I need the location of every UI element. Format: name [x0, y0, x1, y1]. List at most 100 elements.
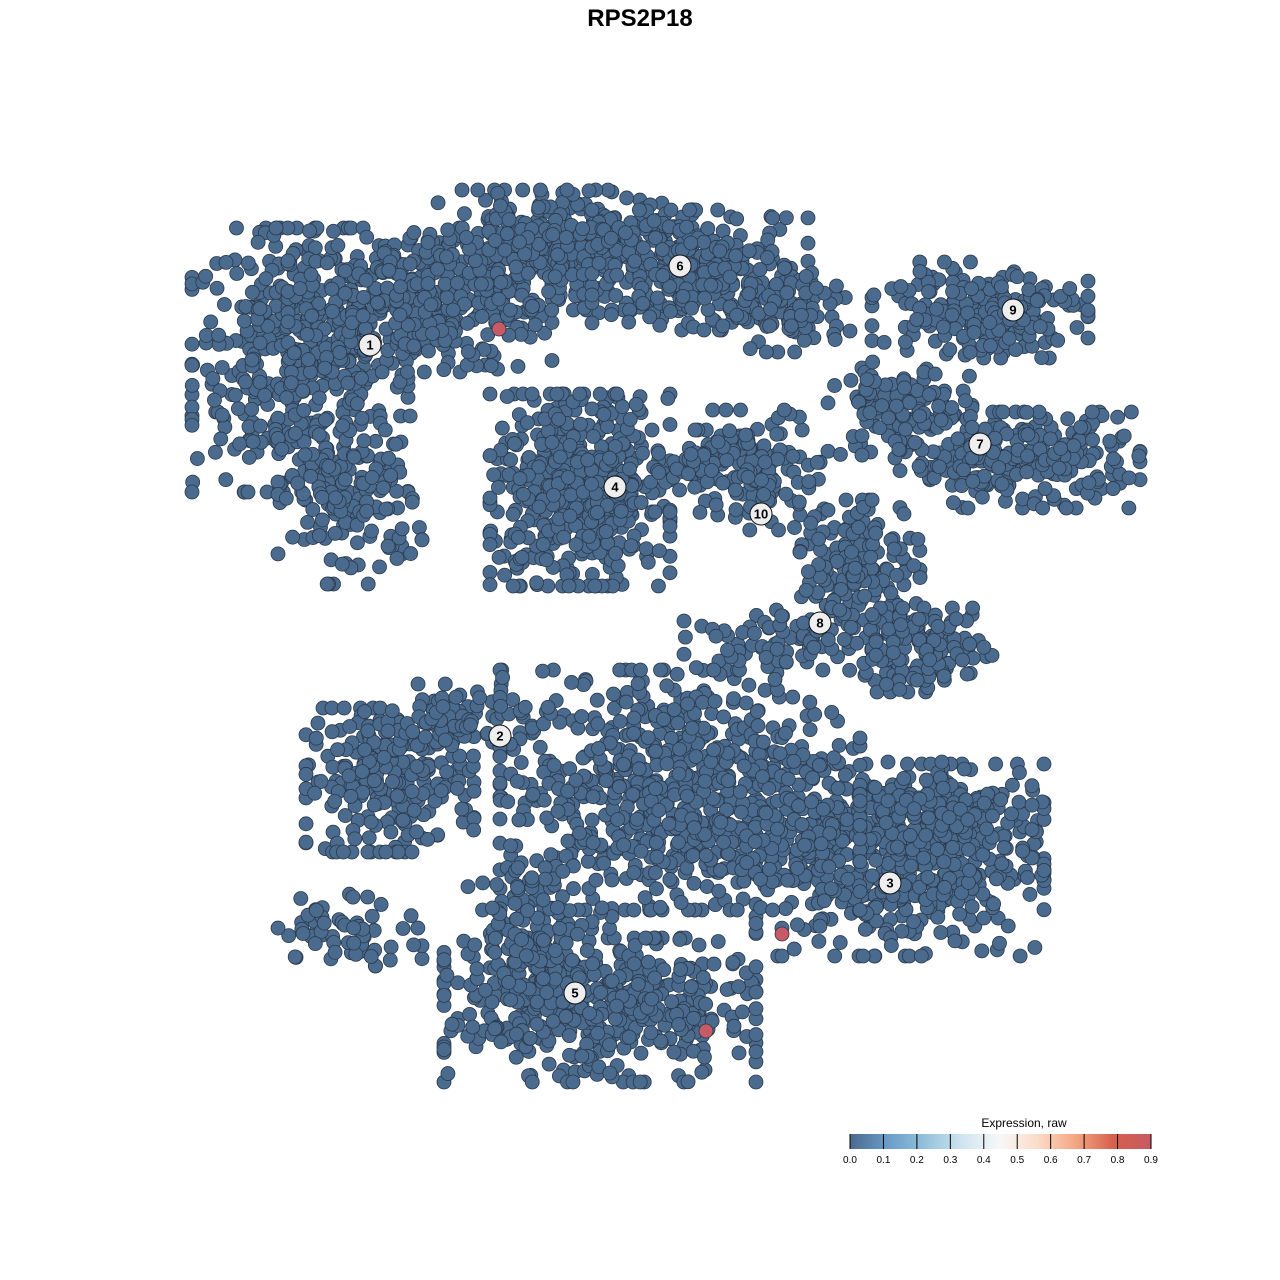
cell-point-cluster-6	[541, 284, 556, 300]
cell-point-cluster-5	[440, 1066, 456, 1081]
cell-point-cluster-5	[287, 949, 303, 965]
cell-point-cluster-4	[560, 470, 576, 485]
cell-point-cluster-6	[547, 269, 563, 285]
cell-point-cluster-1	[244, 352, 260, 368]
cell-point-cluster-1	[402, 408, 418, 424]
cell-point-cluster-3	[509, 773, 525, 789]
cell-point-cluster-1	[305, 502, 321, 517]
cell-point-cluster-3	[686, 820, 702, 836]
cell-point-cluster-3	[1024, 778, 1040, 794]
cell-point-cluster-6	[550, 247, 566, 263]
cell-point-cluster-6	[779, 285, 795, 301]
cell-point-cluster-2	[435, 699, 451, 715]
cell-point-cluster-3	[855, 948, 871, 964]
cell-point-cluster-1	[236, 313, 252, 329]
cell-point-cluster-1	[285, 529, 300, 545]
cell-point-cluster-5	[561, 1028, 577, 1044]
cell-point-cluster-4	[622, 411, 638, 427]
cell-point-cluster-6	[584, 315, 600, 331]
cell-point-cluster-2	[466, 748, 481, 764]
cell-point-cluster-6	[575, 221, 591, 237]
cell-point-cluster-5	[585, 956, 601, 972]
cell-point-cluster-1	[214, 360, 230, 375]
cell-point-cluster-3	[750, 718, 766, 734]
cell-point-cluster-5	[672, 932, 688, 947]
cell-point-cluster-1	[184, 484, 200, 500]
cell-point-cluster-3	[679, 788, 695, 804]
cell-point-cluster-6	[793, 307, 809, 323]
cell-point-cluster-3	[648, 835, 664, 850]
cell-point-cluster-3	[626, 710, 642, 726]
cell-point-cluster-1	[302, 223, 317, 239]
cell-point-cluster-5	[582, 1005, 597, 1021]
cell-point-cluster-7	[843, 372, 859, 388]
cell-point-cluster-2	[376, 750, 392, 765]
cell-point-cluster-5	[518, 948, 534, 964]
cell-point-cluster-4	[573, 416, 588, 432]
cell-point-cluster-3	[812, 918, 828, 934]
cell-point-cluster-1	[302, 364, 318, 380]
cell-point-cluster-1	[300, 514, 315, 530]
cell-point-cluster-5	[604, 973, 620, 989]
cell-point-cluster-3	[837, 767, 853, 783]
cell-point-cluster-1	[337, 472, 353, 487]
cell-point-cluster-5	[683, 979, 699, 995]
cell-point-cluster-3	[598, 773, 614, 789]
cell-point-cluster-3	[631, 761, 647, 777]
cell-point-cluster-3	[697, 773, 713, 789]
cell-point-cluster-3	[994, 856, 1010, 872]
cell-point-cluster-4	[635, 445, 650, 461]
cell-point-cluster-2	[308, 730, 324, 746]
cell-point-cluster-5	[360, 889, 376, 905]
cell-point-cluster-3	[610, 812, 626, 827]
cell-point-cluster-5	[706, 956, 722, 972]
cell-point-cluster-7	[854, 447, 870, 463]
cell-point-cluster-3	[988, 756, 1004, 772]
cell-point-cluster-3	[574, 709, 589, 724]
cell-point-cluster-5	[570, 926, 585, 942]
cell-point-cluster-3	[767, 671, 783, 687]
cell-point-cluster-6	[842, 323, 858, 339]
cell-point-cluster-1	[421, 343, 436, 359]
cell-point-cluster-1	[240, 484, 256, 500]
cell-point-cluster-1	[375, 480, 391, 496]
cell-point-cluster-2	[357, 704, 372, 720]
cell-point-cluster-6	[758, 344, 774, 360]
cell-point-cluster-7	[865, 354, 881, 370]
cell-point-cluster-5	[748, 1027, 764, 1042]
cell-point-cluster-1	[324, 281, 340, 297]
cell-point-cluster-7	[859, 372, 875, 387]
cell-point-cluster-5	[460, 879, 476, 895]
cell-point-cluster-3	[707, 693, 723, 709]
cell-point-cluster-5	[414, 951, 430, 967]
cell-point-cluster-3	[706, 742, 721, 758]
cell-point-cluster-2	[298, 816, 314, 832]
cell-point-cluster-7	[933, 412, 949, 428]
cell-point-cluster-7	[1110, 409, 1126, 425]
cell-point-cluster-3	[952, 906, 968, 922]
cell-point-cluster-5	[574, 1048, 590, 1064]
cell-point-cluster-5	[522, 1030, 538, 1046]
cell-point-cluster-3	[772, 746, 788, 761]
cell-point-cluster-3	[492, 811, 508, 827]
cell-point-cluster-5	[484, 900, 500, 916]
cell-point-cluster-3	[590, 716, 606, 732]
cell-point-cluster-3	[688, 749, 704, 765]
cell-point-cluster-4	[491, 480, 506, 495]
cell-point-cluster-4	[600, 419, 615, 435]
cell-point-cluster-5	[535, 892, 551, 908]
cell-point-cluster-7	[911, 458, 927, 474]
cell-point-cluster-1	[337, 263, 353, 279]
cell-point-cluster-1	[372, 559, 387, 575]
cell-point-cluster-4	[592, 386, 608, 402]
cell-point-cluster-4	[613, 503, 629, 519]
cell-point-cluster-5	[487, 1021, 503, 1037]
cell-point-cluster-7	[991, 460, 1007, 475]
cell-point-cluster-3	[540, 699, 556, 715]
cell-point-cluster-5	[725, 955, 741, 970]
cell-point-cluster-4	[514, 550, 530, 565]
cell-point-cluster-5	[602, 1037, 617, 1053]
cell-point-cluster-1	[299, 327, 315, 342]
cell-point-cluster-7	[1084, 404, 1100, 420]
cell-point-cluster-2	[378, 844, 394, 860]
